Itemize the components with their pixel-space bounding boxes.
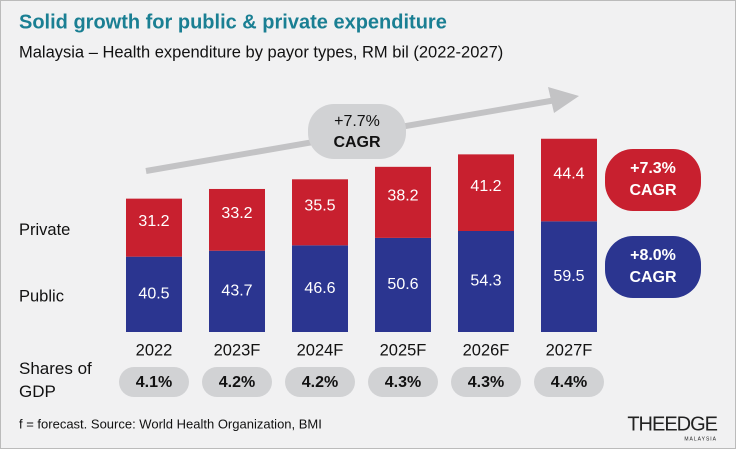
data-label: 33.2 bbox=[221, 205, 252, 222]
data-label: 44.4 bbox=[553, 165, 584, 182]
cagr-text: +7.7% bbox=[334, 113, 380, 130]
bar-segment bbox=[541, 138, 597, 222]
cagr-text: +8.0% bbox=[630, 247, 676, 264]
bar-segment bbox=[375, 237, 431, 332]
x-tick-label: 2027F bbox=[546, 341, 593, 359]
cagr-text: +7.3% bbox=[630, 160, 676, 177]
x-tick-label: 2022 bbox=[136, 341, 173, 359]
data-label: 38.2 bbox=[387, 188, 418, 205]
x-tick-label: 2024F bbox=[297, 341, 344, 359]
cagr-bubble bbox=[605, 149, 701, 211]
gdp-pill bbox=[368, 367, 438, 397]
bar-segment bbox=[209, 250, 265, 332]
cagr-bubble bbox=[605, 236, 701, 298]
cagr-text: CAGR bbox=[629, 269, 677, 286]
bar-segment bbox=[292, 179, 348, 246]
chart-subtitle: Malaysia – Health expenditure by payor t… bbox=[19, 43, 503, 61]
series-name: Public bbox=[19, 288, 64, 306]
gdp-label: 4.1% bbox=[136, 374, 172, 391]
gdp-pill bbox=[451, 367, 521, 397]
bar-segment bbox=[458, 154, 514, 232]
arrow-head bbox=[548, 87, 579, 113]
x-tick-label: 2025F bbox=[380, 341, 427, 359]
x-tick-label: 2023F bbox=[214, 341, 261, 359]
gdp-label: 4.4% bbox=[551, 374, 587, 391]
x-tick-label: 2026F bbox=[463, 341, 510, 359]
bar-segment bbox=[375, 166, 431, 238]
gdp-pill bbox=[285, 367, 355, 397]
logo-sub: MALAYSIA bbox=[684, 436, 717, 442]
footnote: f = forecast. Source: World Health Organ… bbox=[19, 416, 322, 431]
bar-segment bbox=[209, 188, 265, 251]
data-label: 59.5 bbox=[553, 268, 584, 285]
gdp-pill bbox=[202, 367, 272, 397]
series-name: Private bbox=[19, 221, 70, 239]
chart-title: Solid growth for public & private expend… bbox=[19, 11, 447, 33]
cagr-text: CAGR bbox=[333, 134, 381, 151]
gdp-pill bbox=[534, 367, 604, 397]
data-label: 50.6 bbox=[387, 276, 418, 293]
cagr-bubble bbox=[308, 104, 406, 159]
gdp-label: Shares of GDP bbox=[19, 359, 92, 401]
data-label: 40.5 bbox=[138, 286, 169, 303]
gdp-pill bbox=[119, 367, 189, 397]
data-label: 46.6 bbox=[304, 280, 335, 297]
cagr-text: CAGR bbox=[629, 182, 677, 199]
gdp-label: 4.2% bbox=[302, 374, 338, 391]
gdp-label: 4.2% bbox=[219, 374, 255, 391]
logo: THEEDGE bbox=[627, 413, 717, 435]
bar-segment bbox=[126, 256, 182, 332]
bar-segment bbox=[458, 231, 514, 332]
bar-segment bbox=[541, 221, 597, 332]
data-label: 54.3 bbox=[470, 273, 501, 290]
data-label: 43.7 bbox=[221, 283, 252, 300]
gdp-label: 4.3% bbox=[468, 374, 504, 391]
data-label: 31.2 bbox=[138, 213, 169, 230]
data-label: 41.2 bbox=[470, 178, 501, 195]
gdp-label: 4.3% bbox=[385, 374, 421, 391]
bar-segment bbox=[126, 198, 182, 257]
bar-segment bbox=[292, 245, 348, 332]
data-label: 35.5 bbox=[304, 198, 335, 215]
